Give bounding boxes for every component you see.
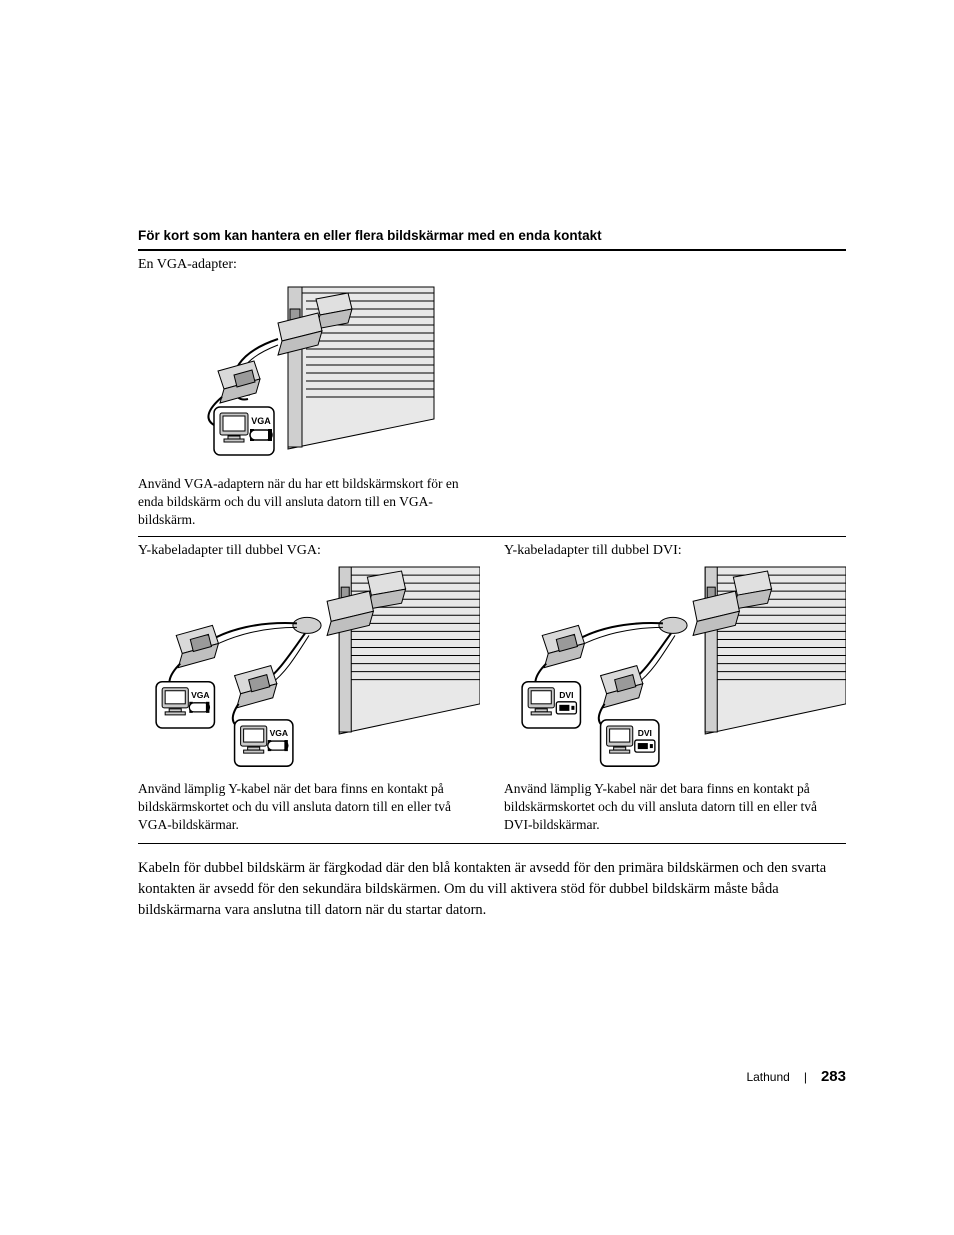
section1-caption: Använd VGA-adaptern när du har ett bilds… [138, 475, 478, 530]
col-label-dvi: Y-kabeladapter till dubbel DVI: [504, 543, 846, 559]
col-dual-dvi: Y-kabeladapter till dubbel DVI: [504, 539, 846, 835]
footer-separator-icon: | [804, 1070, 807, 1084]
body-paragraph: Kabeln för dubbel bildskärm är färgkodad… [138, 858, 846, 921]
footer-doc-name: Lathund [746, 1070, 789, 1084]
vga-adapter-diagram: VGA [138, 279, 438, 469]
dual-vga-diagram: VGA VGA [138, 563, 480, 774]
svg-text:VGA: VGA [251, 416, 271, 426]
dual-dvi-diagram: DVI DVI [504, 563, 846, 774]
svg-text:VGA: VGA [270, 728, 289, 738]
caption-dual-vga: Använd lämplig Y-kabel när det bara finn… [138, 780, 480, 835]
col-dual-vga: Y-kabeladapter till dubbel VGA: [138, 539, 480, 835]
footer-page-number: 283 [821, 1068, 846, 1085]
vga-monitor-badge-icon: VGA [214, 407, 274, 455]
illustration-single-vga: VGA [138, 279, 438, 469]
page-footer: Lathund | 283 [746, 1068, 846, 1085]
section1-label: En VGA-adapter: [138, 257, 846, 273]
col-label-vga: Y-kabeladapter till dubbel VGA: [138, 543, 480, 559]
divider-1 [138, 536, 846, 537]
svg-text:DVI: DVI [559, 689, 573, 699]
divider-2 [138, 843, 846, 844]
svg-text:VGA: VGA [191, 689, 210, 699]
svg-text:DVI: DVI [638, 728, 652, 738]
section2-row: Y-kabeladapter till dubbel VGA: [138, 539, 846, 835]
section-heading: För kort som kan hantera en eller flera … [138, 228, 846, 251]
caption-dual-dvi: Använd lämplig Y-kabel när det bara finn… [504, 780, 846, 835]
